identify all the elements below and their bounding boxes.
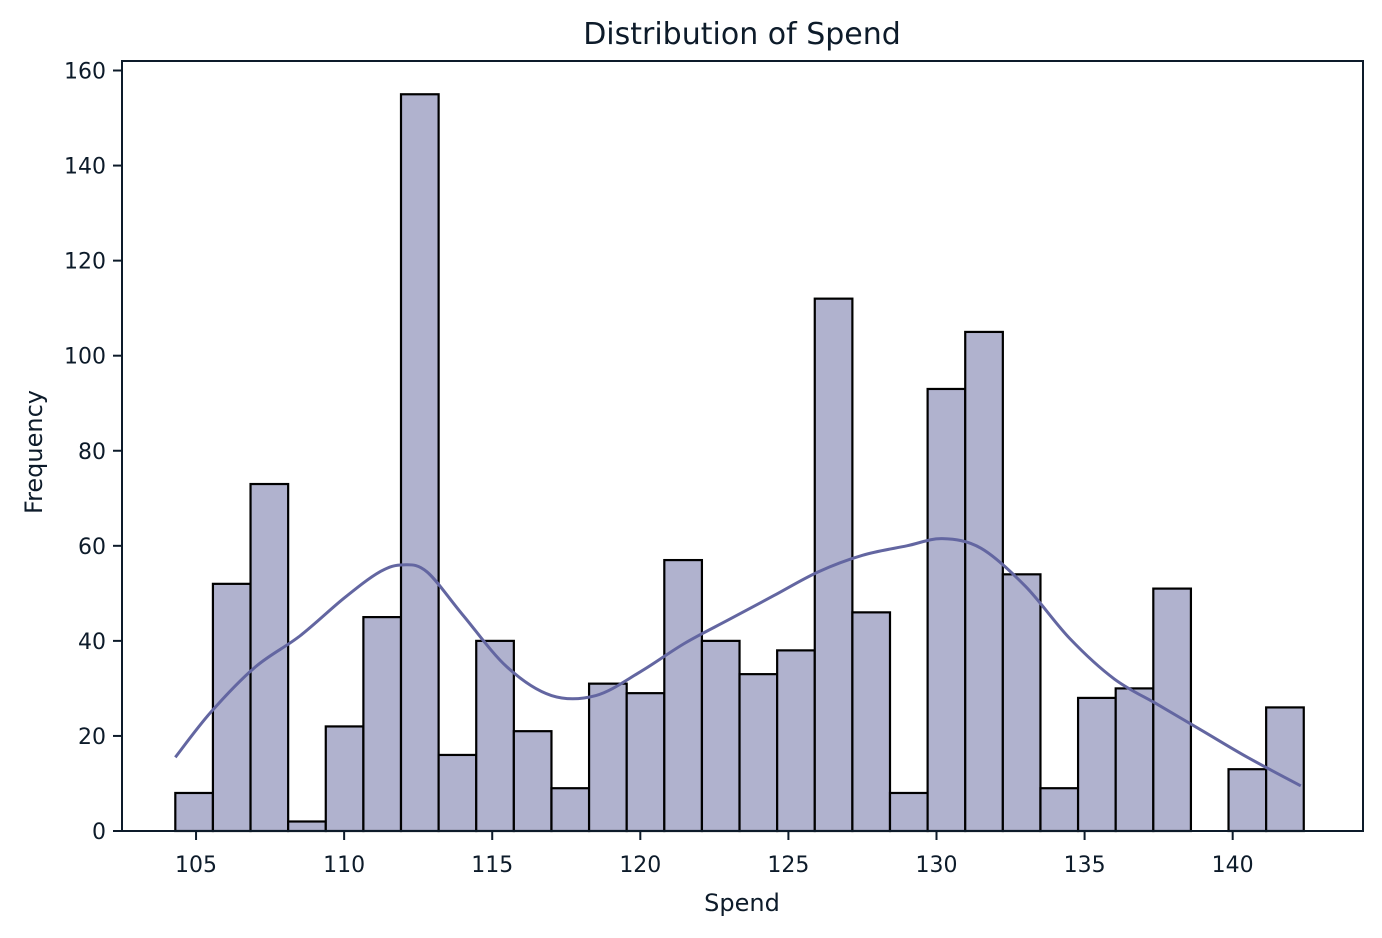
histogram-bar [512,730,553,833]
y-tick-label: 40 [78,630,106,655]
histogram-bar [625,692,666,833]
histogram-bar [362,616,403,833]
x-tick-label: 115 [471,853,513,878]
y-tick-label: 60 [78,535,106,560]
x-tick-label: 120 [619,853,661,878]
x-tick-label: 135 [1064,853,1106,878]
x-tick-label: 130 [915,853,957,878]
x-tick-label: 140 [1212,853,1254,878]
bars-group [174,93,1305,833]
histogram-bar [287,820,327,833]
histogram-bar [964,330,1004,833]
histogram-bar [700,639,741,833]
kde-curve [174,537,1302,788]
y-axis-label: Frequency [20,390,48,514]
y-tick-label: 120 [64,250,106,275]
histogram-bar [738,673,779,833]
histogram-bar [1227,768,1268,833]
histogram-bar [888,791,929,833]
histogram-bar [324,725,365,833]
y-tick-label: 80 [78,440,106,465]
histogram-bar [776,649,816,833]
x-tick-label: 110 [323,853,365,878]
histogram-bar [663,558,704,833]
plot-frame [121,60,1364,832]
y-tick-label: 140 [64,155,106,180]
y-tick-label: 160 [64,60,106,85]
x-tick-label: 125 [767,853,809,878]
y-tick-label: 20 [78,725,106,750]
y-tick-label: 0 [92,820,106,845]
histogram-bar [1114,687,1155,833]
histogram-bar [926,387,967,833]
histogram-bar [399,93,440,833]
histogram-bar [437,753,478,833]
histogram-bar [587,682,628,833]
histogram-bar [1152,587,1193,833]
histogram-bar [1001,573,1042,833]
histogram-bar [1039,787,1080,833]
chart-title: Distribution of Spend [583,17,901,52]
y-axis-ticks: 0 20 40 60 80 100 120 140 160 [64,60,122,845]
x-axis-label: Spend [704,889,780,917]
histogram-bar [550,787,591,833]
histogram-bar [174,791,215,833]
x-tick-label: 105 [175,853,217,878]
histogram-bar [1076,696,1117,833]
x-axis-ticks: 105 110 115 120 125 130 135 140 [175,831,1254,878]
y-tick-label: 100 [64,345,106,370]
histogram-bar [211,582,252,833]
histogram-bar [851,611,892,833]
